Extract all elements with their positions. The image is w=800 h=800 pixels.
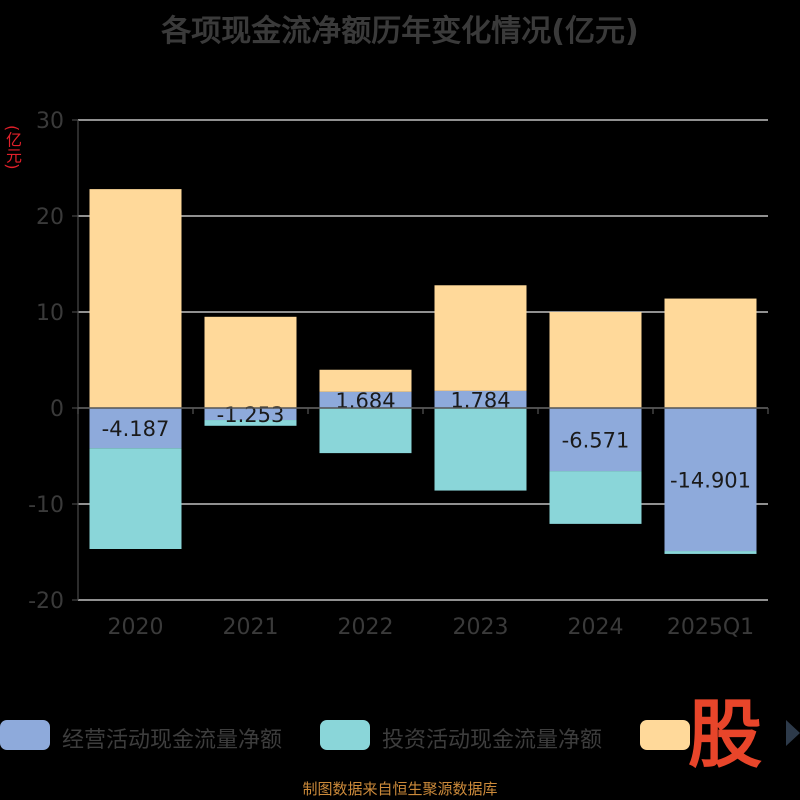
bar-2025Q1-series-1[interactable] [664, 551, 757, 554]
bar-2021-series-0[interactable] [204, 408, 297, 421]
data-label-2020: -4.187 [102, 417, 170, 441]
data-label-2023: 1.784 [450, 388, 510, 412]
legend-swatch-investing [320, 720, 370, 750]
watermark-logo: 股 [688, 692, 762, 778]
data-label-2025Q1: -14.901 [670, 469, 751, 493]
bar-2025Q1-series-0[interactable] [664, 408, 757, 552]
bar-2023-series-0[interactable] [434, 390, 527, 408]
y-tick-label: 0 [50, 397, 64, 422]
y-axis-unit-label: (亿元) [3, 125, 22, 170]
x-tick-label: 2024 [568, 615, 624, 640]
x-tick-label: 2020 [108, 615, 164, 640]
y-tick-label: 10 [36, 301, 64, 326]
bar-2020-series-0[interactable] [89, 408, 182, 449]
data-label-layer: -4.187 -1.253 1.684 1.784 -6.571 -14.901 [102, 388, 751, 492]
legend: 经营活动现金流量净额 投资活动现金流量净额 [0, 715, 800, 755]
x-tick-label: 2021 [223, 615, 279, 640]
data-label-2024: -6.571 [562, 429, 630, 453]
triangle-right-icon[interactable] [786, 720, 800, 746]
legend-swatch-operating [0, 720, 50, 750]
bar-2021-series-1[interactable] [204, 420, 297, 426]
x-tick-label: 2025Q1 [667, 615, 754, 640]
bar-2024-series-2[interactable] [549, 312, 642, 408]
bar-2023-series-2[interactable] [434, 285, 527, 391]
legend-label-investing: 投资活动现金流量净额 [382, 728, 603, 753]
legend-swatch-financing [640, 720, 690, 750]
y-tick-label: 20 [36, 205, 64, 230]
bar-2021-series-2[interactable] [204, 316, 297, 408]
bar-2020-series-2[interactable] [89, 189, 182, 408]
axis-layer: 30 20 10 0 -10 -20 2020 2021 2022 2023 2024 2025Q1 [28, 109, 769, 640]
bar-2024-series-1[interactable] [549, 471, 642, 524]
data-label-2021: -1.253 [217, 403, 285, 427]
y-tick-label: -10 [28, 493, 64, 518]
legend-label-operating: 经营活动现金流量净额 [62, 728, 283, 753]
bar-2022-series-0[interactable] [319, 391, 412, 408]
bar-2023-series-1[interactable] [434, 408, 527, 491]
data-label-2022: 1.684 [335, 389, 395, 413]
y-tick-label: -20 [28, 589, 64, 614]
bar-2025Q1-series-2[interactable] [664, 298, 757, 408]
bar-2022-series-1[interactable] [319, 408, 412, 454]
chart-title: 各项现金流净额历年变化情况(亿元) [161, 14, 639, 49]
bar-2024-series-0[interactable] [549, 408, 642, 472]
y-tick-label: 30 [36, 109, 64, 134]
bar-2022-series-2[interactable] [319, 369, 412, 392]
x-tick-label: 2023 [453, 615, 509, 640]
bar-2020-series-1[interactable] [89, 448, 182, 549]
x-tick-label: 2022 [338, 615, 394, 640]
source-note: 制图数据来自恒生聚源数据库 [302, 780, 498, 798]
bar-layer [89, 189, 757, 554]
